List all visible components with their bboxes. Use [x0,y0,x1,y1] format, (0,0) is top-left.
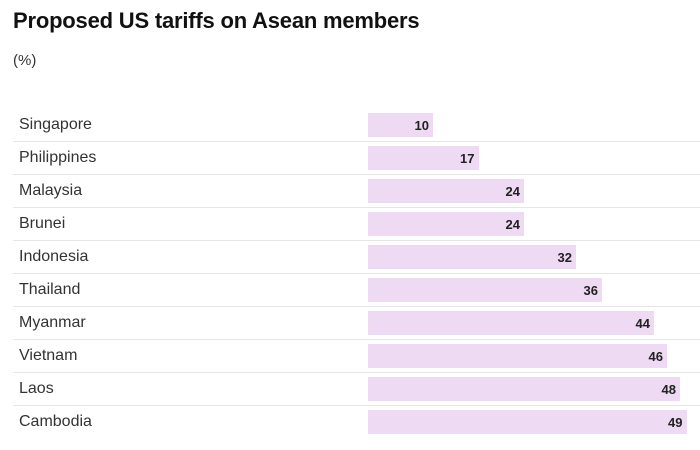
bar: 44 [368,311,654,335]
bar-value-label: 10 [414,118,429,133]
category-label: Cambodia [19,413,92,430]
category-label: Malaysia [19,182,83,199]
table-row: Philippines 17 [13,142,700,175]
bar: 24 [368,179,524,203]
category-label: Singapore [19,116,92,133]
table-row: Malaysia 24 [13,175,700,208]
table-row: Vietnam 46 [13,340,700,373]
category-label: Laos [19,380,54,397]
bar: 32 [368,245,576,269]
bar: 17 [368,146,479,170]
bar: 24 [368,212,524,236]
table-row: Indonesia 32 [13,241,700,274]
bar: 36 [368,278,602,302]
category-label: Philippines [19,149,97,166]
chart-subtitle: (%) [13,52,37,69]
bar-value-label: 17 [460,151,475,166]
bar-chart: Singapore 10 Philippines 17 Malaysia 24 Brunei… [13,109,700,439]
bar: 49 [368,410,687,434]
table-row: Brunei 24 [13,208,700,241]
table-row: Cambodia 49 [13,406,700,439]
bar-value-label: 46 [648,349,663,364]
table-row: Laos 48 [13,373,700,406]
bar: 10 [368,113,433,137]
bar: 46 [368,344,667,368]
category-label: Vietnam [19,347,78,364]
category-label: Myanmar [19,314,86,331]
bar-value-label: 32 [557,250,572,265]
table-row: Myanmar 44 [13,307,700,340]
chart-title: Proposed US tariffs on Asean members [13,8,420,33]
bar: 48 [368,377,680,401]
bar-value-label: 44 [635,316,650,331]
category-label: Indonesia [19,248,89,265]
bar-value-label: 24 [505,184,520,199]
bar-value-label: 49 [668,415,683,430]
category-label: Brunei [19,215,66,232]
table-row: Singapore 10 [13,109,700,142]
table-row: Thailand 36 [13,274,700,307]
category-label: Thailand [19,281,81,298]
bar-value-label: 24 [505,217,520,232]
bar-value-label: 48 [661,382,676,397]
bar-value-label: 36 [583,283,598,298]
